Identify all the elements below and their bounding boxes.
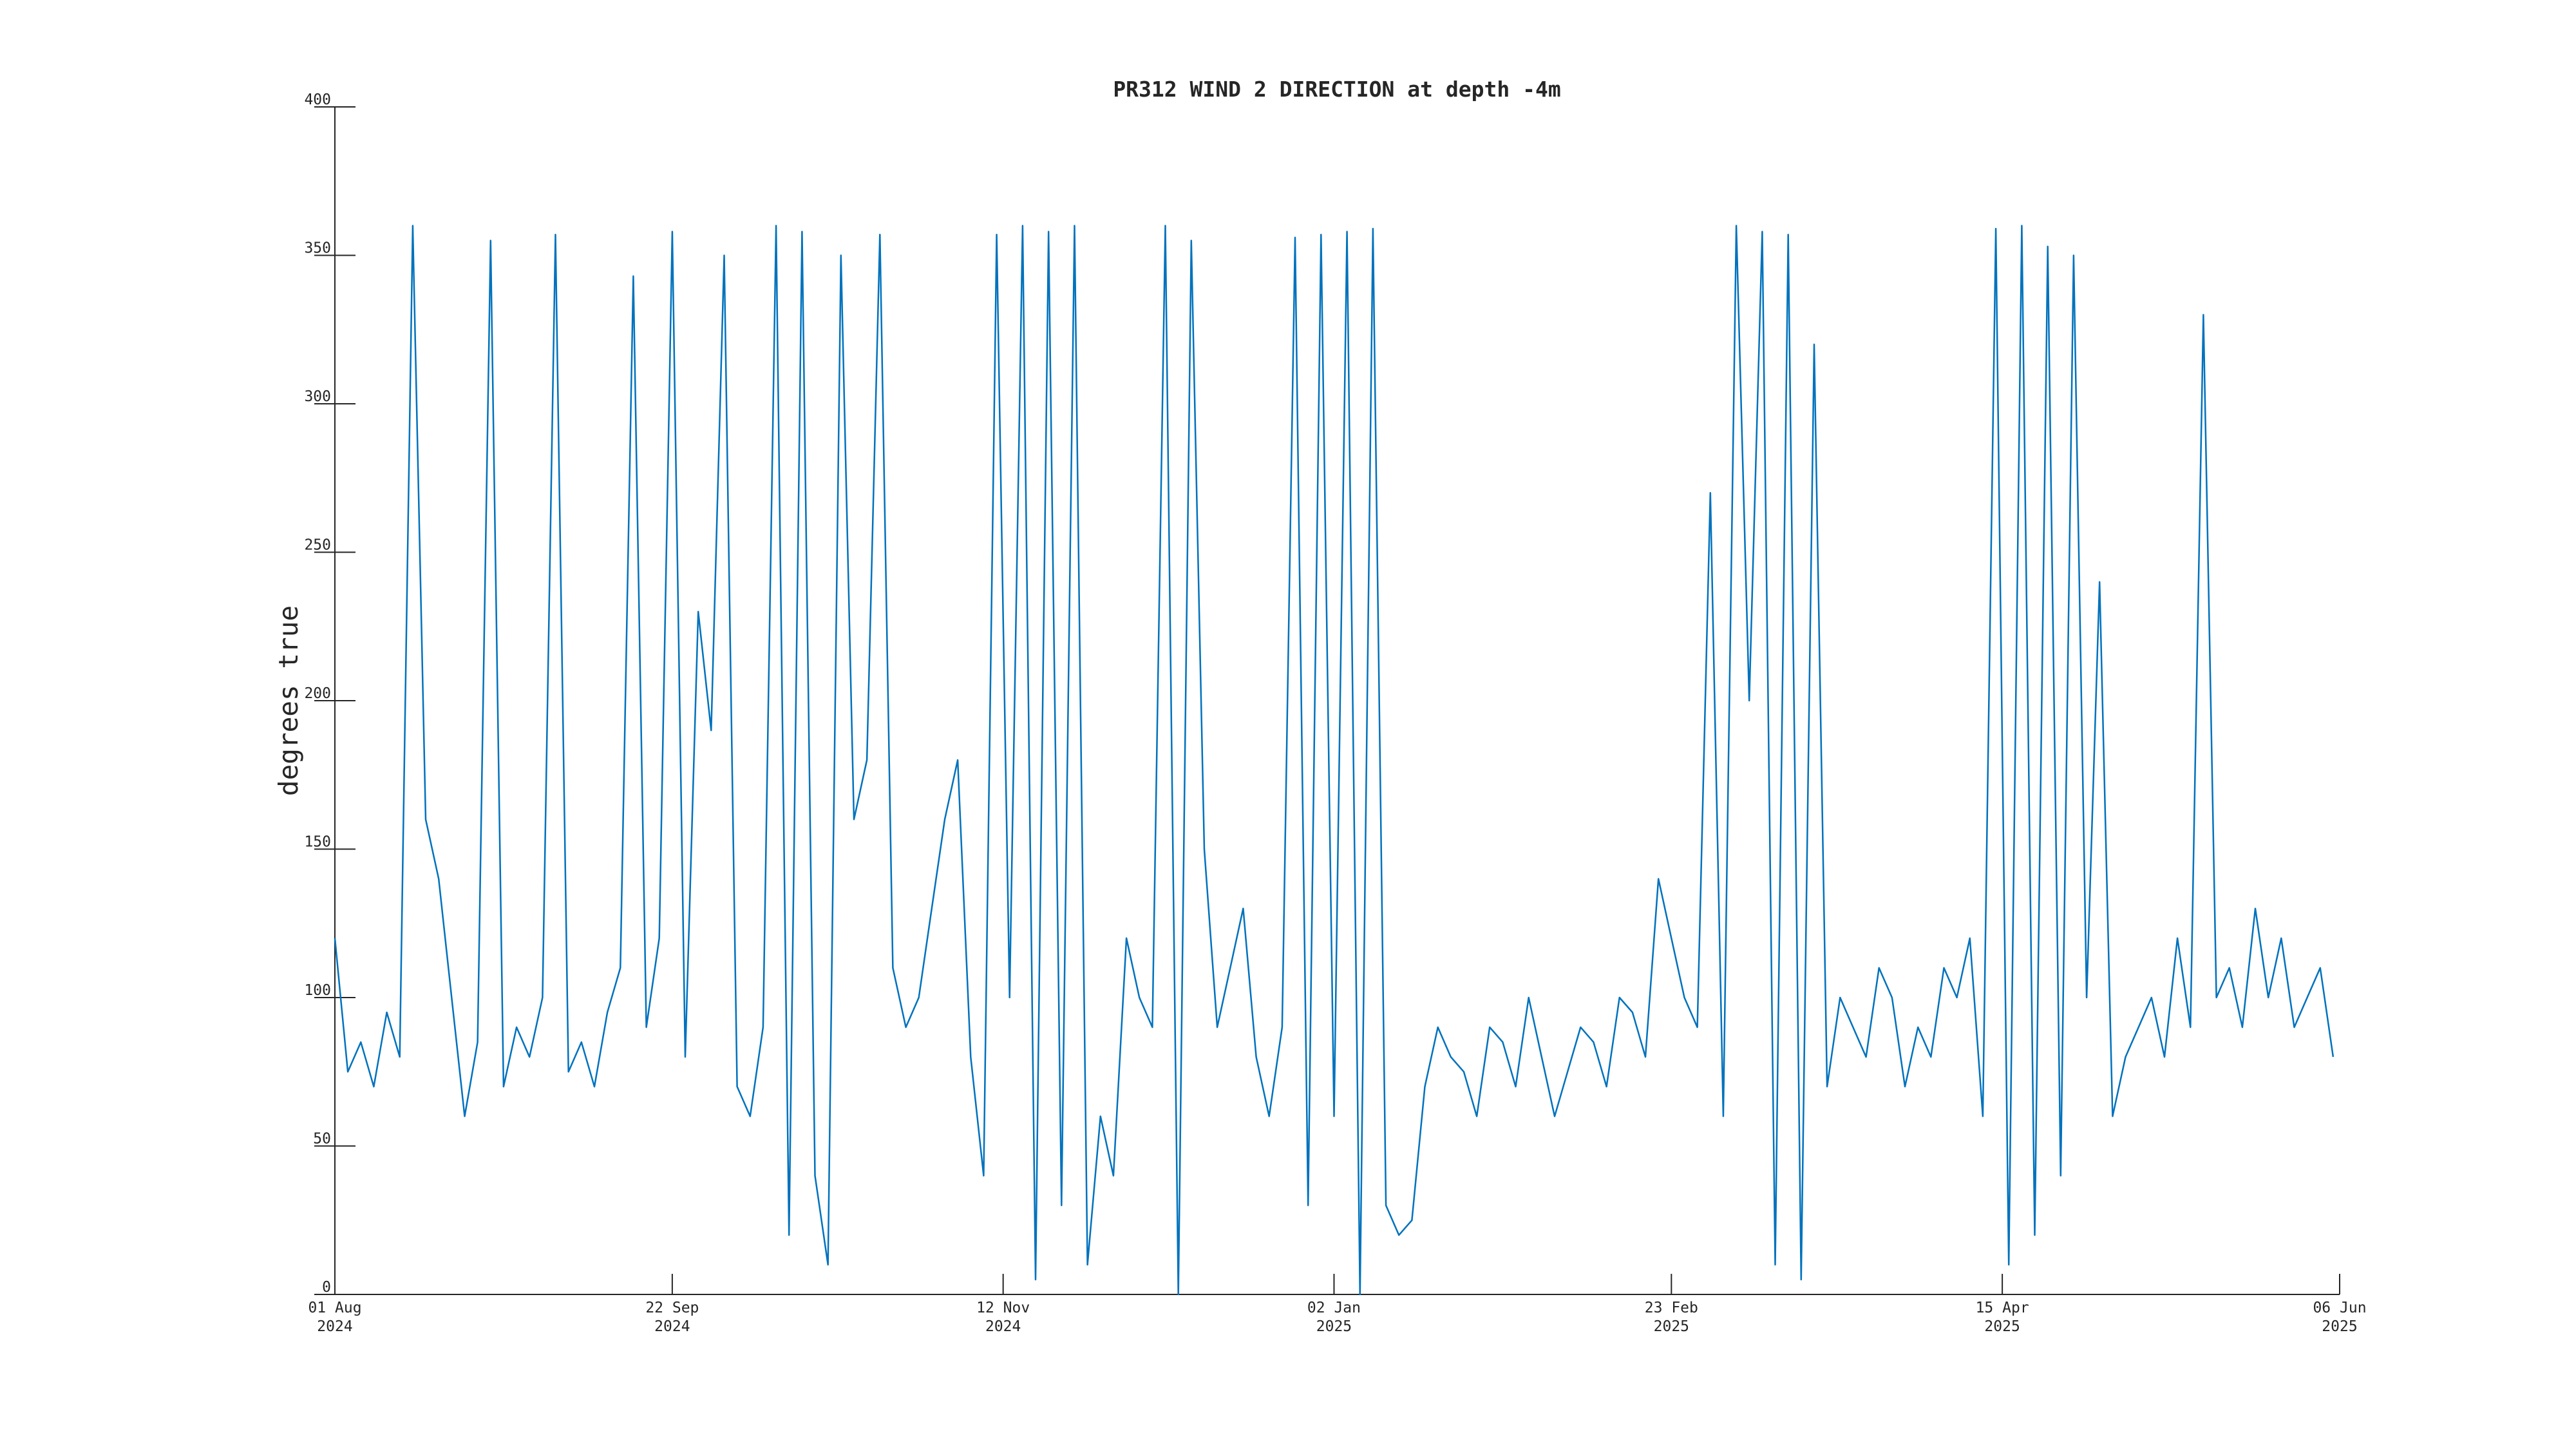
x-tick-label: 01 Aug 2024 (308, 1300, 361, 1335)
y-tick-label: 50 (313, 1131, 331, 1148)
x-tick-label: 06 Jun 2025 (2313, 1300, 2366, 1335)
y-tick-label: 400 (304, 91, 331, 108)
y-tick-label: 100 (304, 982, 331, 999)
data-line (334, 225, 2334, 1296)
y-tick-label: 150 (304, 834, 331, 851)
y-tick-label: 200 (304, 685, 331, 702)
chart-title: PR312 WIND 2 DIRECTION at depth -4m (1113, 77, 1560, 102)
x-tick-label: 15 Apr 2025 (1976, 1300, 2029, 1335)
y-tick-label: 250 (304, 537, 331, 554)
x-tick-label: 02 Jan 2025 (1307, 1300, 1361, 1335)
x-tick-label: 12 Nov 2024 (976, 1300, 1030, 1335)
y-tick-label: 300 (304, 388, 331, 405)
y-tick-label: 0 (322, 1279, 331, 1296)
x-tick-label: 23 Feb 2025 (1645, 1300, 1698, 1335)
y-tick-label: 350 (304, 240, 331, 257)
x-tick-label: 22 Sep 2024 (645, 1300, 699, 1335)
y-axis-label: degrees true (273, 605, 304, 796)
